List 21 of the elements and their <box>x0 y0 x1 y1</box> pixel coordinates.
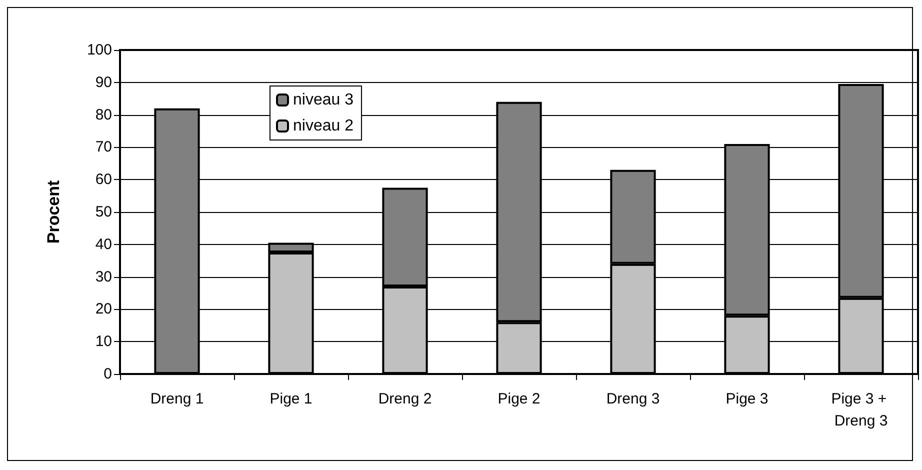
y-tick-label: 0 <box>104 366 112 382</box>
y-tick-label: 80 <box>95 106 112 124</box>
x-tick-label: Dreng 3 <box>606 390 660 408</box>
legend-label: niveau 2 <box>293 118 354 134</box>
y-tick-label: 70 <box>95 138 112 156</box>
y-tick-label: 60 <box>95 171 112 188</box>
y-tick-label: 50 <box>95 204 112 220</box>
y-tick-label: 100 <box>86 42 112 58</box>
y-axis-title: Procent <box>44 180 63 244</box>
y-tick-label: 30 <box>95 268 112 286</box>
x-tick-label: Dreng 2 <box>378 390 432 408</box>
y-tick-label: 90 <box>95 74 112 91</box>
x-tick-label: Pige 3 + Dreng 3 <box>831 390 891 430</box>
x-tick-label: Pige 3 <box>726 390 768 408</box>
x-tick-label: Pige 1 <box>270 390 312 408</box>
x-tick-label: Dreng 1 <box>150 390 204 408</box>
y-tick-label: 20 <box>95 300 112 318</box>
x-tick-label: Pige 2 <box>498 390 540 408</box>
legend-label: niveau 3 <box>293 92 354 108</box>
y-tick-label: 40 <box>95 236 112 253</box>
y-tick-label: 10 <box>95 333 112 350</box>
